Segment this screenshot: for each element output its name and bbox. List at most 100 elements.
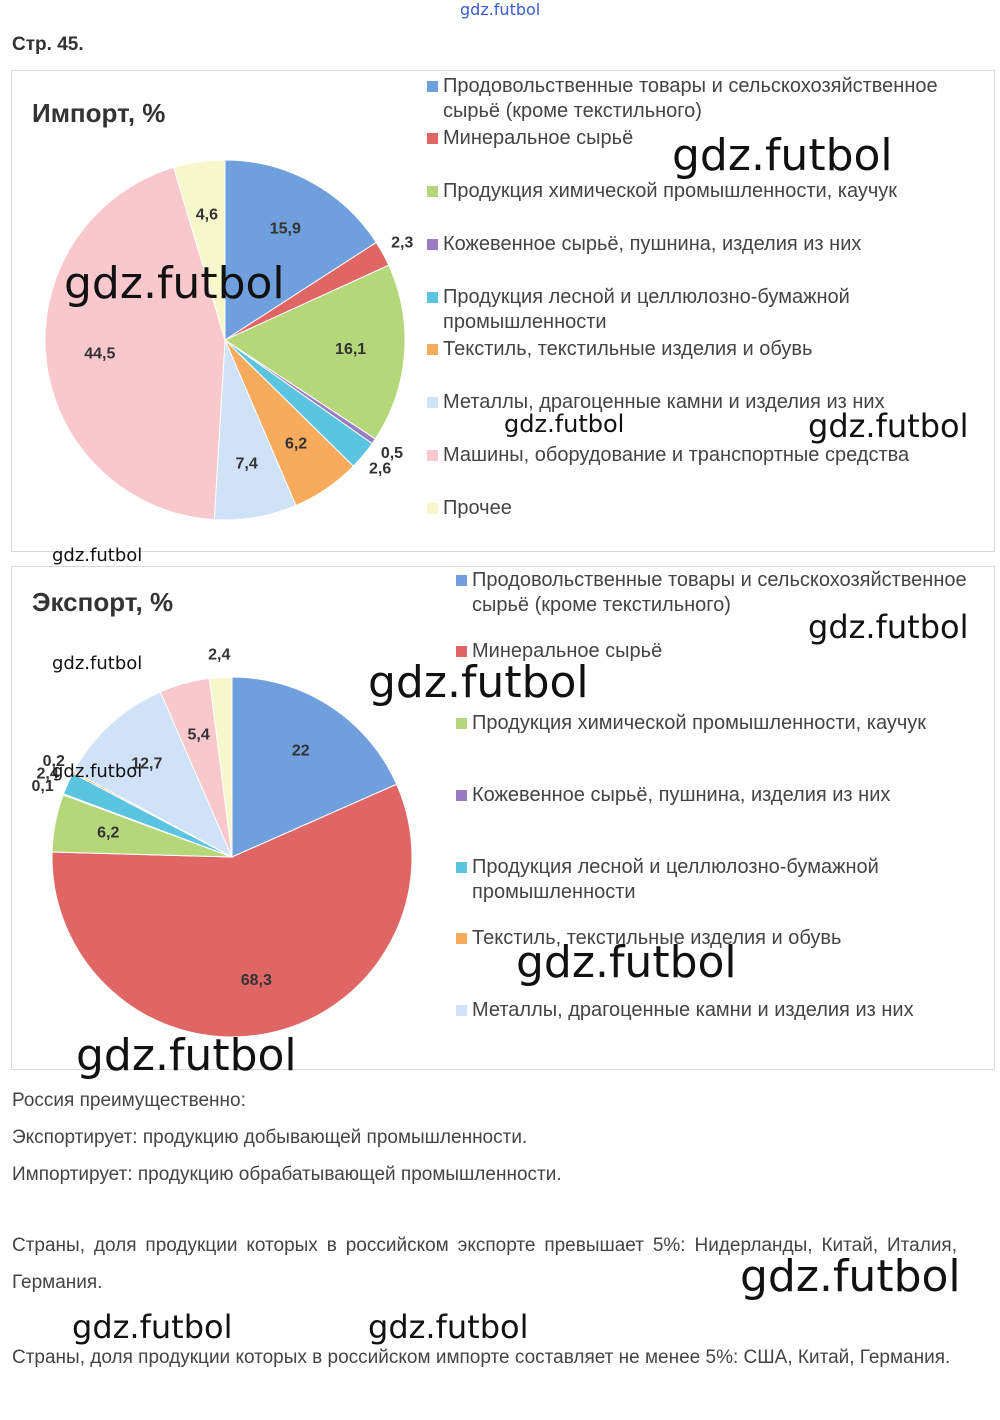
paragraph: Россия преимущественно: (12, 1090, 246, 1111)
legend-item: Кожевенное сырьё, пушнина, изделия из ни… (427, 232, 993, 257)
data-label: 0,1 (32, 778, 54, 795)
data-label: 2,4 (208, 647, 230, 664)
legend-item: Металлы, драгоценные камни и изделия из … (456, 998, 972, 1023)
data-label: 2,4 (37, 766, 59, 783)
watermark: gdz.futbol (52, 653, 143, 674)
watermark: gdz.futbol (740, 1251, 961, 1302)
pie-slice (223, 264, 406, 440)
data-label: 0,5 (381, 445, 403, 462)
legend-item: Металлы, драгоценные камни и изделия из … (427, 390, 993, 415)
legend-label: Машины, оборудование и транспортные сред… (443, 444, 910, 466)
data-label: 5,4 (188, 727, 210, 744)
legend-label: Продовольственные товары и сельскохозяйс… (443, 75, 938, 122)
data-label: 7,4 (236, 455, 258, 472)
legend-item: Текстиль, текстильные изделия и обувь (456, 926, 972, 951)
legend-item: Текстиль, текстильные изделия и обувь (427, 337, 993, 362)
legend-swatch (427, 503, 438, 514)
legend-swatch (427, 450, 438, 461)
legend-swatch (456, 862, 467, 873)
legend-swatch (427, 239, 438, 250)
watermark: gdz.futbol (460, 0, 541, 19)
legend-label: Текстиль, текстильные изделия и обувь (472, 927, 842, 949)
data-label: 4,6 (196, 207, 218, 224)
legend-label: Текстиль, текстильные изделия и обувь (443, 338, 813, 360)
legend-label: Металлы, драгоценные камни и изделия из … (472, 999, 914, 1021)
legend-label: Кожевенное сырьё, пушнина, изделия из ни… (443, 233, 862, 255)
chart-title: Импорт, % (32, 98, 166, 128)
paragraph: Страны, доля продукции которых в российс… (12, 1235, 957, 1293)
watermark: gdz.futbol (808, 407, 969, 445)
data-label: 6,2 (285, 435, 307, 452)
legend-item: Минеральное сырьё (456, 639, 972, 664)
legend-swatch (427, 397, 438, 408)
pie-slice (51, 783, 413, 1038)
legend-swatch (427, 292, 438, 303)
pie-slice (208, 676, 233, 858)
legend-label: Минеральное сырьё (472, 640, 663, 662)
legend-label: Продукция лесной и целлюлозно-бумажной п… (443, 286, 850, 333)
data-label: 16,1 (335, 341, 366, 358)
import-panel (11, 70, 995, 552)
legend-item: Кожевенное сырьё, пушнина, изделия из ни… (456, 783, 972, 808)
pie-slice (72, 691, 234, 859)
page-header: Стр. 45. (12, 34, 84, 55)
legend-swatch (427, 344, 438, 355)
pie-slice (44, 166, 226, 521)
legend-item: Продукция лесной и целлюлозно-бумажной п… (456, 855, 972, 905)
legend-item: Продовольственные товары и сельскохозяйс… (456, 568, 972, 618)
legend-item: Продукция химической промышленности, кау… (456, 711, 972, 736)
legend-label: Металлы, драгоценные камни и изделия из … (443, 391, 885, 413)
legend-swatch (456, 790, 467, 801)
paragraph: Страны, доля продукции которых в российс… (12, 1347, 951, 1368)
legend-item: Продукция лесной и целлюлозно-бумажной п… (427, 285, 993, 335)
legend-label: Продукция химической промышленности, кау… (472, 712, 927, 734)
data-label: 0,2 (43, 753, 65, 770)
export-panel (11, 566, 995, 1070)
watermark: gdz.futbol (52, 761, 143, 782)
watermark: gdz.futbol (808, 608, 969, 646)
watermark: gdz.futbol (64, 258, 285, 309)
legend-item: Продовольственные товары и сельскохозяйс… (427, 74, 993, 124)
legend-label: Прочее (443, 497, 512, 519)
pie-slice (231, 676, 398, 858)
paragraph: Импортирует: продукцию обрабатывающей пр… (12, 1164, 562, 1185)
data-label: 68,3 (241, 972, 272, 989)
legend-label: Продукция лесной и целлюлозно-бумажной п… (472, 856, 879, 903)
watermark: gdz.futbol (52, 545, 143, 566)
legend-swatch (456, 1005, 467, 1016)
pie-slice (224, 159, 377, 341)
data-label: 2,3 (391, 234, 413, 251)
watermark: gdz.futbol (368, 657, 589, 708)
data-label: 22 (292, 743, 310, 760)
legend-item: Продукция химической промышленности, кау… (427, 179, 993, 204)
legend-swatch (456, 933, 467, 944)
watermark: gdz.futbol (76, 1030, 297, 1081)
data-label: 12,7 (131, 755, 162, 772)
legend-item: Минеральное сырьё (427, 126, 993, 151)
legend-swatch (456, 646, 467, 657)
watermark: gdz.futbol (516, 937, 737, 988)
data-label: 6,2 (97, 824, 119, 841)
data-label: 15,9 (270, 221, 301, 238)
legend-swatch (456, 575, 467, 586)
legend-label: Кожевенное сырьё, пушнина, изделия из ни… (472, 784, 891, 806)
legend-item: Машины, оборудование и транспортные сред… (427, 443, 993, 468)
legend-label: Продовольственные товары и сельскохозяйс… (472, 569, 967, 616)
paragraph: Экспортирует: продукцию добывающей промы… (12, 1127, 528, 1148)
legend-swatch (456, 718, 467, 729)
data-label: 44,5 (84, 346, 115, 363)
legend-swatch (427, 133, 438, 144)
chart-title: Экспорт, % (32, 587, 174, 617)
watermark: gdz.futbol (672, 130, 893, 181)
legend-label: Продукция химической промышленности, кау… (443, 180, 898, 202)
legend-swatch (427, 81, 438, 92)
legend-item: Прочее (427, 496, 993, 521)
legend-label: Минеральное сырьё (443, 127, 634, 149)
watermark: gdz.futbol (504, 410, 625, 438)
legend-swatch (427, 186, 438, 197)
pie-slice (173, 159, 226, 341)
data-label: 2,6 (369, 461, 391, 478)
watermark: gdz.futbol (368, 1308, 529, 1346)
